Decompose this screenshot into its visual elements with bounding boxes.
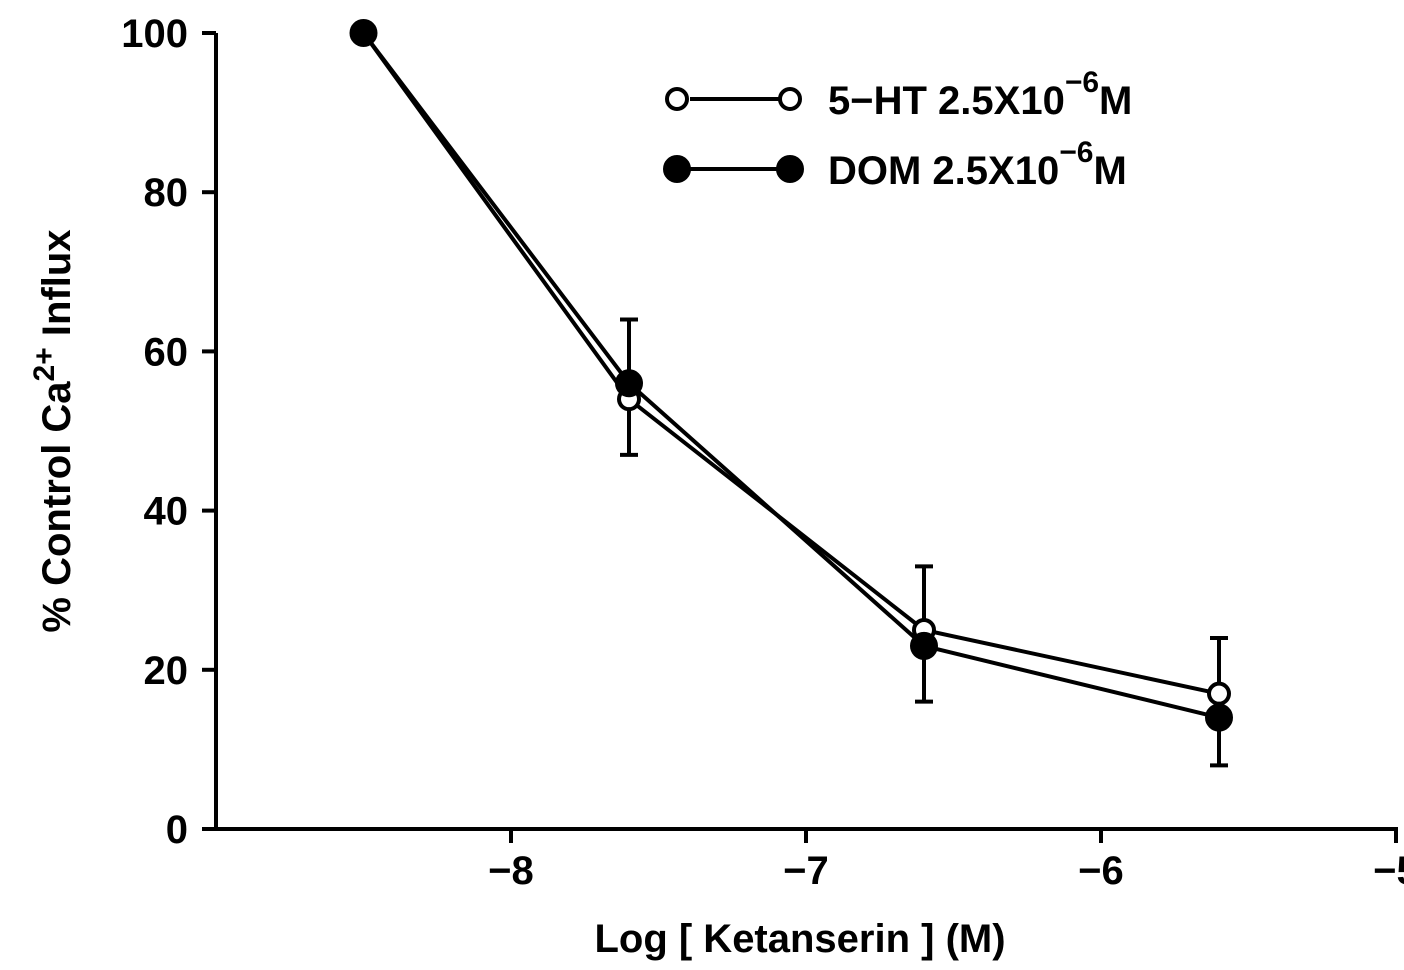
x-tick-label-1: −7 <box>783 849 829 893</box>
series-markers <box>349 19 1233 732</box>
point-dom-0 <box>349 19 378 47</box>
point-dom-3 <box>1205 703 1233 732</box>
x-ticks: −8 −7 −6 −5 <box>488 829 1404 893</box>
legend-marker-5ht-left <box>665 87 689 111</box>
point-dom-1 <box>615 369 643 398</box>
legend-label-dom-exponent: −6 <box>1059 136 1093 169</box>
x-tick-label-2: −6 <box>1078 849 1124 893</box>
legend-marker-dom-right <box>776 155 804 183</box>
series-line-dom <box>361 31 1220 720</box>
y-tick-label-80: 80 <box>144 171 189 215</box>
y-tick-label-40: 40 <box>144 490 189 534</box>
legend-label-dom: DOM 2.5X10−6M <box>828 136 1127 193</box>
y-axis-title-suffix: Influx <box>35 229 79 347</box>
point-dom-2 <box>910 631 938 660</box>
legend-label-5ht-exponent: −6 <box>1065 66 1099 99</box>
legend-marker-5ht-right <box>778 87 802 111</box>
legend-entry-5ht: 5−HT 2.5X10−6M <box>665 66 1132 123</box>
y-axis-title-main: % Control Ca <box>35 381 79 633</box>
series-line-5ht <box>361 31 1220 696</box>
point-5ht-3 <box>1207 681 1231 706</box>
legend: 5−HT 2.5X10−6M DOM 2.5X10−6M <box>663 66 1132 193</box>
legend-marker-dom-left <box>663 155 691 183</box>
legend-label-5ht-unit: M <box>1099 79 1132 123</box>
legend-label-dom-unit: M <box>1093 149 1126 193</box>
y-axis-title-superscript: 2+ <box>28 347 61 381</box>
legend-label-5ht-name: 5−HT 2.5X10 <box>828 79 1065 123</box>
legend-entry-dom: DOM 2.5X10−6M <box>663 136 1127 193</box>
x-tick-label-0: −8 <box>488 849 534 893</box>
y-tick-label-60: 60 <box>144 330 189 374</box>
series-lines <box>361 31 1220 720</box>
y-axis-title: % Control Ca2+ Influx <box>28 229 79 632</box>
y-tick-label-100: 100 <box>121 12 188 56</box>
legend-label-dom-name: DOM 2.5X10 <box>828 149 1059 193</box>
legend-label-5ht: 5−HT 2.5X10−6M <box>828 66 1132 123</box>
y-ticks: 0 20 40 60 80 100 <box>121 12 216 852</box>
y-tick-label-0: 0 <box>166 808 188 852</box>
x-tick-label-3: −5 <box>1373 849 1404 893</box>
y-tick-label-20: 20 <box>144 649 189 693</box>
x-axis-title: Log [ Ketanserin ] (M) <box>594 917 1005 961</box>
